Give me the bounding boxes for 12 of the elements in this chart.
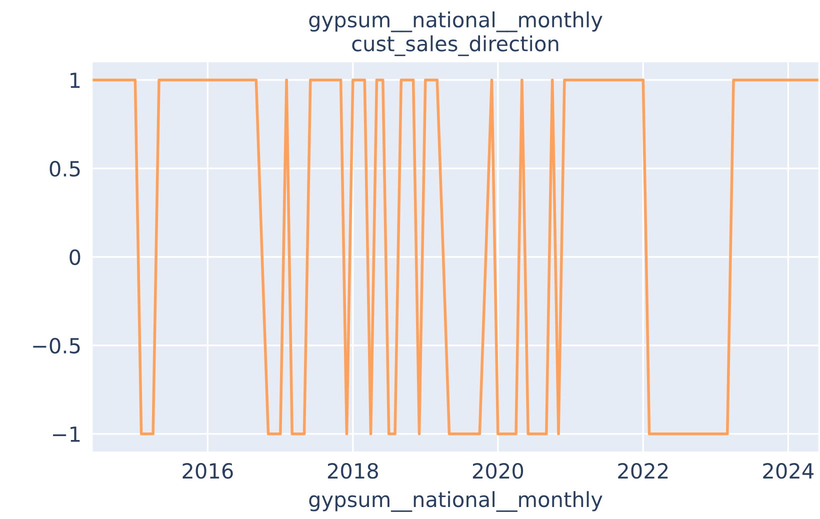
x-tick-label: 2018 xyxy=(328,463,378,479)
y-tick-label: 1 xyxy=(70,72,80,88)
y-tick-label: 0.5 xyxy=(50,160,80,177)
x-axis-title: gypsum__national__monthly xyxy=(309,491,602,512)
x-tick-label: 2022 xyxy=(618,463,668,479)
chart-title: gypsum__national__monthly cust_sales_direction xyxy=(309,11,602,56)
x-tick-label: 2024 xyxy=(763,463,814,479)
x-tick-label: 2016 xyxy=(182,463,233,479)
y-tick-label: 0 xyxy=(70,249,80,266)
y-tick-label: −1 xyxy=(53,426,80,442)
x-tick-label: 2020 xyxy=(472,463,524,479)
y-tick-label: −0.5 xyxy=(33,338,80,354)
